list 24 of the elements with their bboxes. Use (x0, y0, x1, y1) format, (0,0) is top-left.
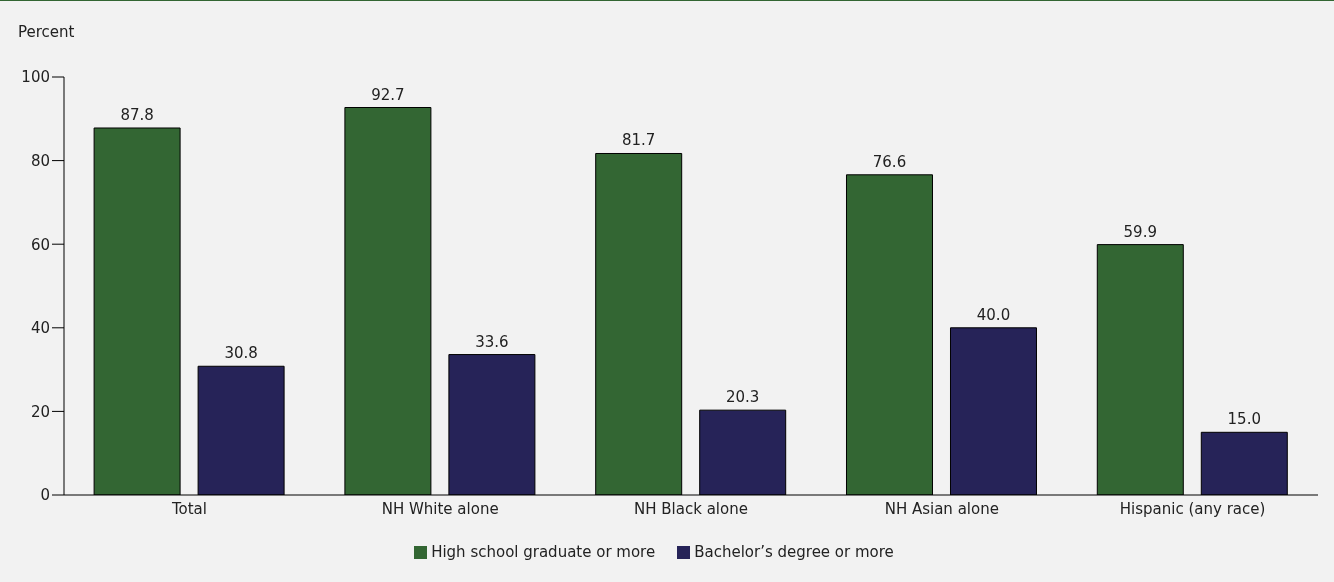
data-label: 87.8 (120, 106, 154, 124)
data-label: 20.3 (725, 388, 760, 407)
data-label: 40.0 (976, 305, 1011, 324)
data-label: 30.8 (224, 344, 258, 363)
y-tick-label: 40 (30, 319, 50, 338)
y-tick-label: 100 (21, 68, 50, 87)
y-tick-label: 0 (40, 486, 50, 505)
x-tick-label: NH Black alone (634, 499, 748, 518)
y-axis-title: Percent (18, 23, 75, 41)
data-label: 76.6 (872, 152, 907, 171)
y-tick-label: 20 (30, 402, 50, 421)
data-label: 59.9 (1123, 222, 1157, 241)
x-tick-label: Total (170, 499, 207, 518)
legend-label: High school graduate or more (431, 543, 656, 561)
data-label: 92.7 (371, 85, 405, 104)
x-tick-label: NH Asian alone (884, 499, 999, 518)
y-tick-label: 60 (30, 235, 50, 254)
x-tick-label: NH White alone (381, 499, 499, 518)
x-tick-label: Hispanic (any race) (1119, 499, 1266, 518)
legend-label: Bachelor’s degree or more (694, 543, 894, 561)
data-label: 33.6 (475, 332, 509, 351)
y-tick-label: 80 (30, 151, 50, 170)
data-label: 81.7 (621, 131, 656, 150)
data-label: 15.0 (1227, 410, 1261, 429)
